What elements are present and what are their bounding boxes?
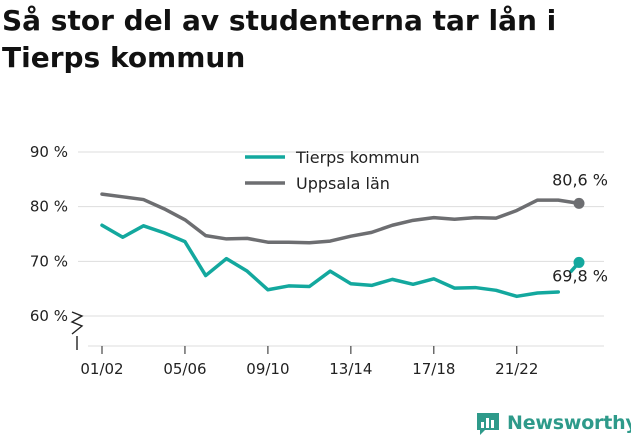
x-tick-label: 05/06 (163, 360, 206, 378)
end-value-label: 80,6 % (552, 170, 608, 189)
y-tick-label: 70 % (30, 252, 68, 270)
series-line (100, 192, 581, 245)
y-tick-labels: 60 % 70 % 80 % 90 % (30, 143, 68, 325)
x-tick-label: 01/02 (80, 360, 123, 378)
x-tick-label: 09/10 (246, 360, 289, 378)
brand-name: Newsworthy (507, 412, 631, 434)
end-markers: 69,8 % 80,6 % (552, 170, 608, 285)
y-axis-break-icon (70, 311, 84, 335)
y-tick-label: 90 % (30, 143, 68, 161)
x-tick-label: 21/22 (495, 360, 538, 378)
grid-lines (78, 151, 604, 317)
x-tick-label: 17/18 (412, 360, 455, 378)
legend-entry: Tierps kommun (295, 148, 420, 167)
series-lines (100, 192, 581, 299)
brand[interactable]: Newsworthy (475, 408, 631, 438)
end-value-label: 69,8 % (552, 266, 608, 285)
series-line (100, 223, 561, 299)
newsworthy-logo-icon (477, 413, 499, 435)
end-point-marker (573, 197, 585, 209)
x-tick-labels: 01/02 05/06 09/10 13/14 17/18 21/22 (80, 360, 538, 378)
axes (70, 311, 604, 354)
chart-title: Så stor del av studenterna tar lån i Tie… (2, 4, 557, 74)
y-tick-label: 80 % (30, 198, 68, 216)
end-point-marker (573, 256, 585, 268)
legend-entry: Uppsala län (296, 174, 390, 193)
x-tick-label: 13/14 (329, 360, 372, 378)
legend: Tierps kommun Uppsala län (245, 148, 420, 193)
y-tick-label: 60 % (30, 307, 68, 325)
